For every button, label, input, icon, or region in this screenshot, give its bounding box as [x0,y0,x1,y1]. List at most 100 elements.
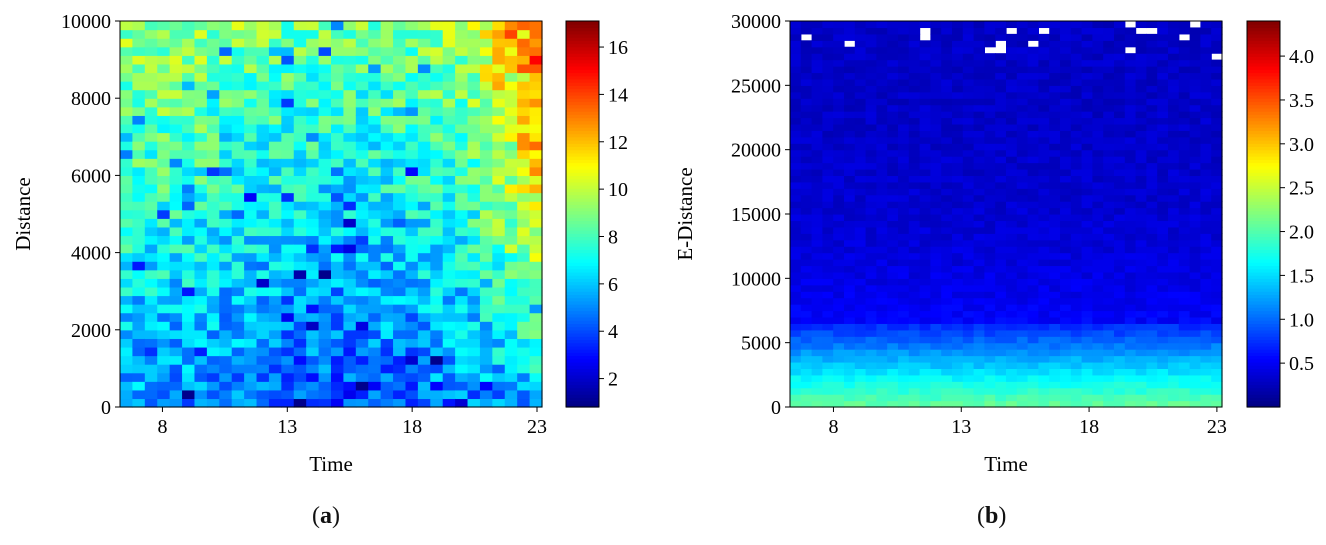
heatmap-cell [930,214,942,222]
heatmap-cell [467,218,481,228]
heatmap-cell [206,115,220,125]
heatmap-cell [952,168,964,176]
heatmap-cell [219,72,233,82]
heatmap-cell [822,400,834,408]
heatmap-cell [306,295,320,305]
colorbar-step [566,262,599,267]
heatmap-cell [1114,156,1126,164]
heatmap-cell [1168,162,1180,170]
heatmap-cell [898,361,910,369]
heatmap-cell [941,111,953,119]
heatmap-cell [865,355,877,363]
heatmap-cell [919,59,931,67]
heatmap-cell [1049,252,1061,260]
heatmap-cell [380,286,394,297]
heatmap-cell [1189,207,1201,215]
heatmap-cell [1016,316,1029,324]
heatmap-cell [1038,40,1050,48]
heatmap-cell [1200,162,1212,170]
heatmap-cell [1157,323,1169,331]
heatmap-cell [1049,336,1061,344]
heatmap-cell [1060,329,1072,337]
heatmap-cell [343,304,357,314]
heatmap-cell [194,89,208,99]
heatmap-cell [120,209,134,219]
heatmap-cell [1016,400,1029,408]
heatmap-cell [430,192,444,202]
heatmap-cell [529,338,543,348]
heatmap-cell [1168,374,1180,382]
heatmap-cell [206,269,220,279]
heatmap-cell [1038,53,1050,61]
heatmap-cell [430,55,444,65]
colorbar-step [1247,172,1280,176]
heatmap-cell [1049,46,1061,54]
heatmap-cell [962,271,975,279]
heatmap-cell [1060,310,1072,318]
colorbar-step [1247,37,1280,41]
heatmap-cell [1178,91,1191,99]
heatmap-cell [865,156,877,164]
heatmap-cell [281,29,295,39]
heatmap-cell [293,398,307,408]
heatmap-cell [479,21,493,31]
heatmap-cell [144,192,158,202]
heatmap-cell [930,194,942,202]
heatmap-cell [1200,66,1212,74]
heatmap-cell [157,72,171,82]
heatmap-cell [1146,46,1158,54]
heatmap-cell [231,338,245,348]
heatmap-cell [355,38,369,48]
colorbar-step [566,378,599,382]
heatmap-cell [822,33,834,41]
heatmap-cell [380,46,394,56]
heatmap-cell [231,149,245,159]
heatmap-cell [132,235,146,245]
heatmap-cell [952,98,964,106]
colorbar-step [566,304,599,308]
heatmap-cell [318,38,332,48]
heatmap-cell [1006,201,1018,209]
heatmap-cell [1092,207,1104,215]
colorbar-step [1247,236,1280,241]
heatmap-cell [504,346,518,357]
heatmap-cell [1081,98,1093,106]
heatmap-cell [318,158,332,168]
heatmap-cell [1178,21,1191,29]
heatmap-cell [1060,355,1072,363]
heatmap-cell [800,72,813,80]
heatmap-cell [1092,194,1104,202]
heatmap-cell [157,312,171,322]
heatmap-cell [1049,284,1061,292]
heatmap-cell [1060,316,1072,324]
heatmap-cell [182,355,196,365]
heatmap-cell [962,59,975,67]
heatmap-cell [417,346,431,357]
heatmap-cell [479,304,493,314]
heatmap-cell [844,265,856,273]
heatmap-cell [1124,162,1137,170]
heatmap-cell [854,117,867,125]
heatmap-cell [844,104,856,112]
heatmap-cell [132,55,146,65]
heatmap-cell [430,166,444,176]
heatmap-cell [343,89,357,99]
heatmap-cell [1200,188,1212,196]
colorbar-step [566,326,599,331]
heatmap-cell [898,72,910,80]
heatmap-cell [1114,297,1126,305]
heatmap-cell [169,389,183,400]
heatmap-cell [343,63,357,74]
heatmap-cell [393,209,407,219]
heatmap-cell [455,269,469,279]
heatmap-cell [833,143,845,151]
heatmap-cell [1027,130,1039,138]
heatmap-cell [973,85,985,93]
heatmap-cell [973,214,985,222]
heatmap-cell [908,98,921,106]
heatmap-cell [1027,361,1039,369]
heatmap-cell [1135,59,1147,67]
heatmap-cell [1178,111,1191,119]
heatmap-cell [393,98,407,108]
heatmap-cell [973,104,985,112]
